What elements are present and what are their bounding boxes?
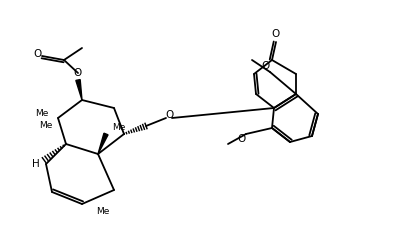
Text: Me: Me bbox=[112, 122, 125, 132]
Text: O: O bbox=[272, 29, 280, 39]
Polygon shape bbox=[76, 80, 82, 100]
Text: Me: Me bbox=[39, 121, 53, 131]
Text: O: O bbox=[238, 134, 246, 144]
Text: O: O bbox=[74, 68, 82, 78]
Text: Me: Me bbox=[96, 207, 109, 216]
Polygon shape bbox=[98, 133, 108, 154]
Text: O: O bbox=[262, 61, 270, 71]
Text: Me: Me bbox=[35, 109, 49, 117]
Text: H: H bbox=[32, 159, 40, 169]
Text: O: O bbox=[33, 49, 41, 59]
Text: O: O bbox=[166, 110, 174, 120]
